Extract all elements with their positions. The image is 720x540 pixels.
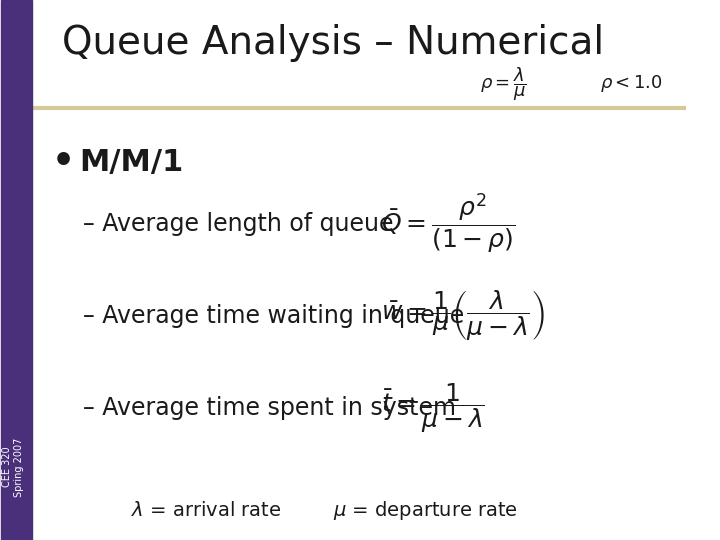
Text: $\rho = \dfrac{\lambda}{\mu}$: $\rho = \dfrac{\lambda}{\mu}$ — [480, 65, 527, 103]
Text: – Average length of queue: – Average length of queue — [83, 212, 393, 236]
Bar — [1, 0, 32, 540]
Text: $\rho < 1.0$: $\rho < 1.0$ — [600, 73, 663, 94]
Text: $\lambda$ = arrival rate: $\lambda$ = arrival rate — [131, 501, 282, 520]
Text: – Average time waiting in queue: – Average time waiting in queue — [83, 304, 464, 328]
Text: •: • — [52, 145, 76, 179]
Text: M/M/1: M/M/1 — [79, 147, 184, 177]
Text: – Average time spent in system: – Average time spent in system — [83, 396, 456, 420]
Text: $\bar{t} = \dfrac{1}{\mu - \lambda}$: $\bar{t} = \dfrac{1}{\mu - \lambda}$ — [381, 381, 485, 435]
Text: $\bar{w} = \dfrac{1}{\mu}\left(\dfrac{\lambda}{\mu - \lambda}\right)$: $\bar{w} = \dfrac{1}{\mu}\left(\dfrac{\l… — [381, 288, 544, 343]
Text: $\bar{Q} = \dfrac{\rho^2}{(1-\rho)}$: $\bar{Q} = \dfrac{\rho^2}{(1-\rho)}$ — [381, 192, 516, 256]
Text: CEE 320
Spring 2007: CEE 320 Spring 2007 — [2, 437, 24, 497]
Text: $\mu$ = departure rate: $\mu$ = departure rate — [333, 499, 518, 522]
Text: Queue Analysis – Numerical: Queue Analysis – Numerical — [63, 24, 605, 62]
